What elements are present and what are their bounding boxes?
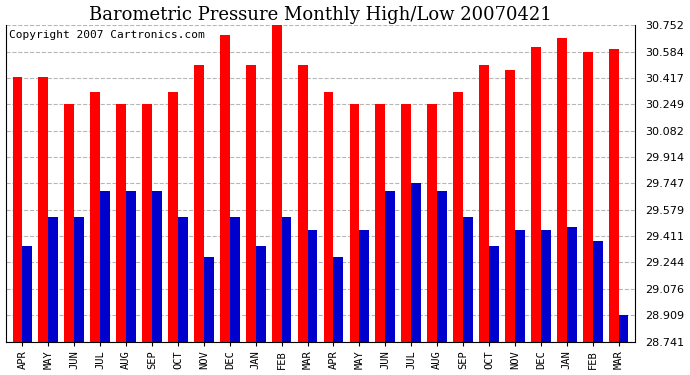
Bar [411,183,421,342]
Bar [75,217,84,342]
Bar [359,230,369,342]
Text: Copyright 2007 Cartronics.com: Copyright 2007 Cartronics.com [9,30,204,40]
Bar [126,191,136,342]
Bar [385,191,395,342]
Bar [116,104,126,342]
Bar [333,257,344,342]
Bar [609,49,619,342]
Bar [64,104,75,342]
Bar [39,77,48,342]
Bar [178,217,188,342]
Bar [22,246,32,342]
Bar [168,92,178,342]
Bar [541,230,551,342]
Bar [531,48,541,342]
Bar [152,191,162,342]
Bar [375,104,385,342]
Bar [100,191,110,342]
Bar [583,52,593,342]
Bar [515,230,525,342]
Bar [402,104,411,342]
Bar [204,257,214,342]
Bar [566,227,577,342]
Title: Barometric Pressure Monthly High/Low 20070421: Barometric Pressure Monthly High/Low 200… [89,6,552,24]
Bar [453,92,463,342]
Bar [489,246,499,342]
Bar [142,104,152,342]
Bar [437,191,447,342]
Bar [427,104,437,342]
Bar [308,230,317,342]
Bar [479,65,489,342]
Bar [220,35,230,342]
Bar [246,65,256,342]
Bar [463,217,473,342]
Bar [350,104,359,342]
Bar [557,38,566,342]
Bar [324,92,333,342]
Bar [12,77,22,342]
Bar [272,26,282,342]
Bar [48,217,58,342]
Bar [619,315,629,342]
Bar [282,217,291,342]
Bar [194,65,204,342]
Bar [593,241,602,342]
Bar [297,65,308,342]
Bar [90,92,100,342]
Bar [230,217,239,342]
Bar [505,69,515,342]
Bar [256,246,266,342]
